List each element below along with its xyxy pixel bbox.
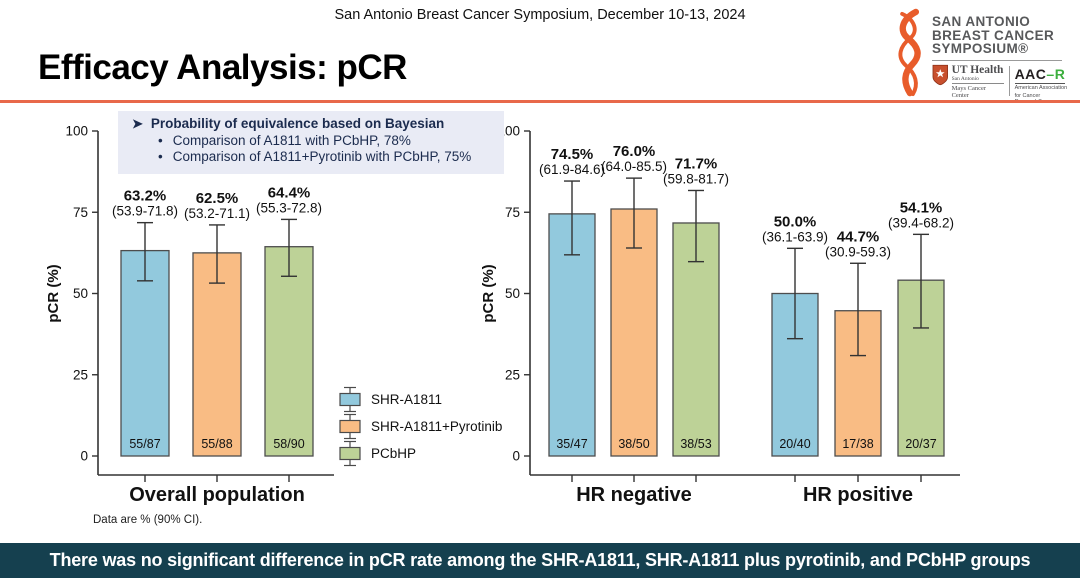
ut-health-shield-icon xyxy=(932,64,948,86)
svg-text:pCR (%): pCR (%) xyxy=(480,264,497,322)
conference-header: San Antonio Breast Cancer Symposium, Dec… xyxy=(334,7,746,23)
svg-text:50: 50 xyxy=(73,286,88,301)
sabcs-logo: SAN ANTONIO BREAST CANCER SYMPOSIUM® UT … xyxy=(888,6,1072,105)
svg-text:25: 25 xyxy=(73,367,88,382)
svg-text:0: 0 xyxy=(80,449,88,464)
svg-text:55/88: 55/88 xyxy=(201,437,232,451)
legend-label: SHR-A1811+Pyrotinib xyxy=(371,419,503,434)
svg-text:75: 75 xyxy=(505,205,520,220)
svg-text:63.2%: 63.2% xyxy=(124,188,167,205)
svg-text:(30.9-59.3): (30.9-59.3) xyxy=(825,244,891,259)
footnote: Data are % (90% CI). xyxy=(93,514,203,526)
svg-text:76.0%: 76.0% xyxy=(613,143,656,160)
svg-text:(39.4-68.2): (39.4-68.2) xyxy=(888,215,954,230)
legend-boxplot-icon xyxy=(339,386,361,413)
legend-boxplot-icon xyxy=(339,413,361,440)
chart-legend: SHR-A1811 SHR-A1811+Pyrotinib PCbHP xyxy=(338,386,502,467)
sabcs-ribbon-icon xyxy=(898,8,921,97)
svg-text:25: 25 xyxy=(505,367,520,382)
svg-text:(36.1-63.9): (36.1-63.9) xyxy=(762,229,828,244)
bullet-icon: • xyxy=(158,133,163,148)
svg-text:38/50: 38/50 xyxy=(618,437,649,451)
legend-item: SHR-A1811 xyxy=(338,386,502,413)
svg-text:17/38: 17/38 xyxy=(842,437,873,451)
svg-text:50: 50 xyxy=(505,286,520,301)
svg-text:HR negative: HR negative xyxy=(576,484,692,506)
legend-label: SHR-A1811 xyxy=(371,392,443,407)
svg-text:(61.9-84.6): (61.9-84.6) xyxy=(539,162,605,177)
svg-text:100: 100 xyxy=(65,124,88,139)
legend-item: PCbHP xyxy=(338,440,502,467)
svg-text:44.7%: 44.7% xyxy=(837,228,880,245)
svg-text:71.7%: 71.7% xyxy=(675,155,718,172)
svg-text:(53.9-71.8): (53.9-71.8) xyxy=(112,204,178,219)
page-title: Efficacy Analysis: pCR xyxy=(38,48,407,87)
svg-text:62.5%: 62.5% xyxy=(196,190,239,207)
title-divider xyxy=(0,100,1080,103)
logo-divider xyxy=(932,60,1062,61)
svg-text:pCR (%): pCR (%) xyxy=(45,264,62,322)
svg-text:(59.8-81.7): (59.8-81.7) xyxy=(663,171,729,186)
svg-text:0: 0 xyxy=(512,449,520,464)
svg-text:55/87: 55/87 xyxy=(129,437,160,451)
svg-text:58/90: 58/90 xyxy=(273,437,304,451)
sabcs-wordmark: SAN ANTONIO BREAST CANCER SYMPOSIUM® xyxy=(932,14,1055,56)
svg-text:75: 75 xyxy=(73,205,88,220)
svg-text:20/40: 20/40 xyxy=(779,437,810,451)
bar-chart-overall-population: 0 25 50 75 100 pCR (%) 63.2%(53.9-71.8) 55/87 62… xyxy=(45,124,334,506)
svg-text:35/47: 35/47 xyxy=(556,437,587,451)
bayesian-note: ➤ Probability of equivalence based on Ba… xyxy=(118,111,504,174)
svg-text:(53.2-71.1): (53.2-71.1) xyxy=(184,206,250,221)
svg-text:(55.3-72.8): (55.3-72.8) xyxy=(256,200,322,215)
svg-text:Overall population: Overall population xyxy=(129,484,305,506)
svg-text:74.5%: 74.5% xyxy=(551,146,594,163)
logo-separator xyxy=(1008,66,1010,96)
svg-text:38/53: 38/53 xyxy=(680,437,711,451)
legend-item: SHR-A1811+Pyrotinib xyxy=(338,413,502,440)
svg-text:54.1%: 54.1% xyxy=(900,199,943,216)
svg-text:HR positive: HR positive xyxy=(803,484,913,506)
arrow-bullet-icon: ➤ xyxy=(132,116,143,131)
svg-text:20/37: 20/37 xyxy=(905,437,936,451)
ut-health-logo: UT Health San Antonio Mays Cancer Center xyxy=(932,64,1004,99)
svg-text:(64.0-85.5): (64.0-85.5) xyxy=(601,159,667,174)
bullet-icon: • xyxy=(158,149,163,164)
svg-text:64.4%: 64.4% xyxy=(268,184,311,201)
legend-label: PCbHP xyxy=(371,446,417,461)
legend-boxplot-icon xyxy=(339,440,361,467)
conclusion-banner: There was no significant difference in p… xyxy=(0,543,1080,578)
partner-logos: UT Health San Antonio Mays Cancer Center… xyxy=(932,64,1068,106)
svg-text:50.0%: 50.0% xyxy=(774,213,817,230)
